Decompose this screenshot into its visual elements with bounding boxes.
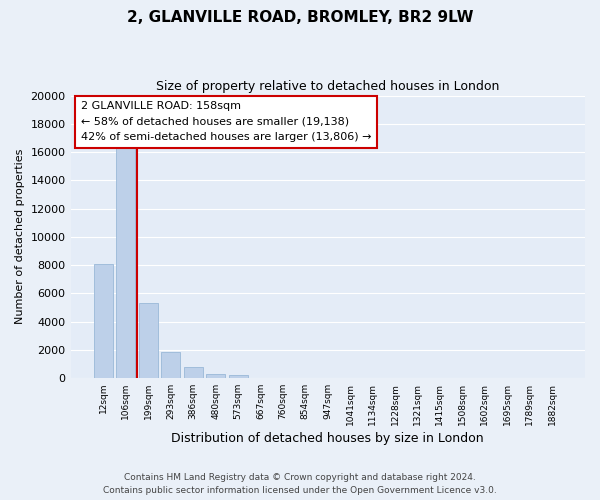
Text: Contains HM Land Registry data © Crown copyright and database right 2024.
Contai: Contains HM Land Registry data © Crown c… [103, 474, 497, 495]
Bar [184, 368, 203, 378]
Bar [94, 264, 113, 378]
Y-axis label: Number of detached properties: Number of detached properties [15, 149, 25, 324]
Text: 2 GLANVILLE ROAD: 158sqm
← 58% of detached houses are smaller (19,138)
42% of se: 2 GLANVILLE ROAD: 158sqm ← 58% of detach… [81, 101, 371, 142]
Bar [206, 374, 225, 378]
Title: Size of property relative to detached houses in London: Size of property relative to detached ho… [156, 80, 499, 93]
Bar [116, 144, 136, 378]
Text: 2, GLANVILLE ROAD, BROMLEY, BR2 9LW: 2, GLANVILLE ROAD, BROMLEY, BR2 9LW [127, 10, 473, 25]
Bar [161, 352, 180, 378]
Bar [139, 303, 158, 378]
X-axis label: Distribution of detached houses by size in London: Distribution of detached houses by size … [172, 432, 484, 445]
Bar [229, 375, 248, 378]
